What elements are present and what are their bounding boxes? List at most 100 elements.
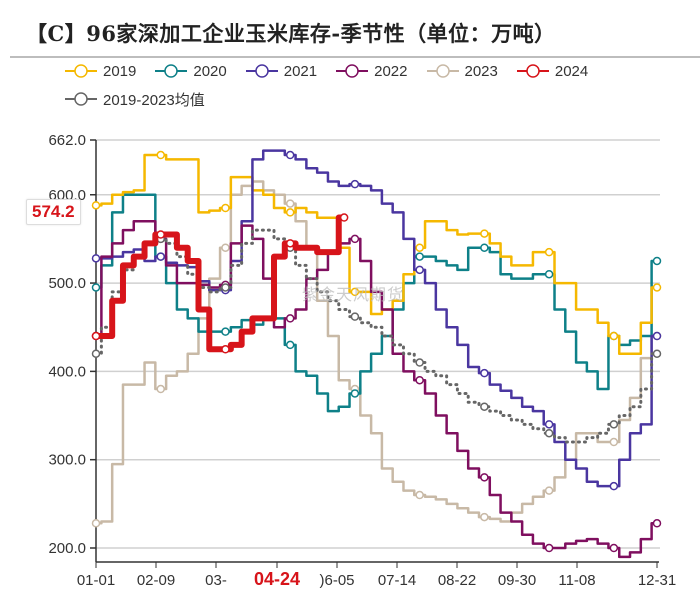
data-point-marker — [652, 331, 662, 341]
series-line-2022 — [96, 219, 657, 559]
data-point-marker — [285, 314, 295, 323]
x-tick-label: 08-22 — [438, 572, 476, 589]
legend-marker-icon — [516, 64, 549, 78]
data-point-marker — [480, 512, 489, 522]
data-point-marker — [415, 490, 424, 500]
x-tick-label: 09-30 — [498, 572, 536, 589]
data-point-marker — [544, 486, 554, 495]
data-point-marker — [350, 312, 360, 321]
legend: 2019 2020 2021 2022 2023 2024 2019-2023均值 — [64, 60, 684, 116]
legend-label: 2023 — [464, 62, 498, 80]
legend-label: 2024 — [554, 62, 589, 80]
data-point-marker — [652, 256, 662, 266]
data-point-marker — [91, 519, 101, 528]
data-point-marker — [415, 358, 424, 367]
data-point-marker — [285, 199, 295, 208]
data-point-marker — [609, 437, 619, 447]
data-point-marker — [415, 265, 424, 275]
data-point-marker — [480, 473, 489, 482]
data-point-marker — [350, 234, 360, 244]
data-point-marker — [156, 150, 165, 160]
legend-marker-icon — [426, 64, 459, 78]
data-point-marker — [91, 201, 101, 210]
data-point-marker — [415, 243, 424, 252]
legend-label: 2021 — [283, 62, 318, 80]
legend-item-2024[interactable]: 2024 — [516, 60, 588, 82]
chart-title: 【C】96家深加工企业玉米库存-季节性（单位：万吨） — [26, 21, 556, 46]
legend-label: 2019-2023均值 — [103, 91, 205, 109]
data-point-marker — [544, 247, 554, 257]
data-point-marker — [91, 331, 101, 341]
data-point-marker — [91, 254, 101, 263]
legend-marker-icon — [65, 64, 97, 78]
data-point-marker — [480, 229, 489, 238]
x-tick-label: )6-05 — [319, 572, 354, 589]
latest-value-callout: 574.2 — [26, 199, 81, 225]
data-point-marker — [609, 543, 619, 553]
data-point-marker — [544, 428, 554, 438]
data-point-marker — [285, 208, 295, 217]
data-point-marker — [91, 349, 101, 358]
data-point-marker — [544, 420, 554, 429]
legend-label: 2019 — [103, 62, 137, 80]
legend-marker-icon — [65, 92, 97, 106]
series-line-2020 — [96, 193, 657, 413]
x-tick-label-highlight: 04-24 — [254, 569, 300, 589]
data-point-marker — [221, 243, 230, 252]
legend-item-2023[interactable]: 2023 — [426, 60, 498, 82]
legend-item-2021[interactable]: 2021 — [245, 60, 317, 82]
y-tick-label: 662.0 — [48, 132, 86, 149]
legend-marker-icon — [155, 64, 188, 78]
data-point-marker — [91, 283, 101, 292]
data-point-marker — [285, 150, 295, 160]
data-point-marker — [156, 384, 165, 394]
legend-label: 2022 — [374, 62, 408, 80]
watermark: 紫金天风期货 — [302, 287, 405, 304]
data-point-marker — [350, 287, 360, 297]
data-point-marker — [339, 213, 349, 222]
x-tick-label: 03- — [205, 572, 227, 589]
legend-item-2019-2023均值[interactable]: 2019-2023均值 — [64, 88, 205, 110]
legend-marker-icon — [245, 64, 278, 78]
legend-label: 2020 — [193, 62, 227, 80]
data-point-marker — [652, 519, 662, 528]
series-line-2019 — [96, 153, 657, 355]
data-point-marker — [652, 283, 662, 292]
data-point-marker — [285, 340, 295, 350]
data-point-marker — [156, 252, 165, 261]
data-point-marker — [350, 179, 360, 189]
y-tick-label: 300.0 — [48, 452, 86, 469]
series-line-2019-2023均值 — [94, 228, 659, 444]
data-point-marker — [480, 243, 489, 252]
data-point-marker — [221, 327, 230, 336]
data-point-marker — [415, 375, 424, 385]
data-point-marker — [609, 331, 619, 341]
series-line-2023 — [96, 180, 657, 525]
data-point-marker — [285, 239, 295, 248]
data-point-marker — [480, 368, 489, 378]
title-divider — [10, 56, 700, 58]
x-tick-label: 11-08 — [558, 572, 595, 589]
data-point-marker — [156, 230, 165, 239]
data-point-marker — [652, 349, 662, 358]
x-tick-label: 07-14 — [378, 572, 416, 589]
series-line-2021 — [96, 149, 657, 488]
data-point-marker — [221, 283, 230, 292]
y-tick-label: 200.0 — [48, 540, 86, 557]
x-tick-label: 12-31 — [638, 572, 676, 589]
data-point-marker — [350, 389, 360, 398]
data-point-marker — [480, 402, 489, 411]
x-tick-label: 01-01 — [77, 572, 115, 589]
x-tick-label: 02-09 — [137, 572, 175, 589]
data-point-marker — [609, 481, 619, 491]
y-tick-label: 500.0 — [48, 275, 86, 292]
legend-item-2019[interactable]: 2019 — [64, 60, 136, 82]
legend-marker-icon — [336, 64, 369, 78]
data-point-marker — [544, 543, 554, 553]
data-point-marker — [415, 252, 424, 261]
legend-item-2020[interactable]: 2020 — [154, 60, 227, 82]
legend-item-2022[interactable]: 2022 — [335, 60, 408, 82]
data-point-marker — [221, 345, 230, 354]
data-point-marker — [221, 203, 230, 213]
